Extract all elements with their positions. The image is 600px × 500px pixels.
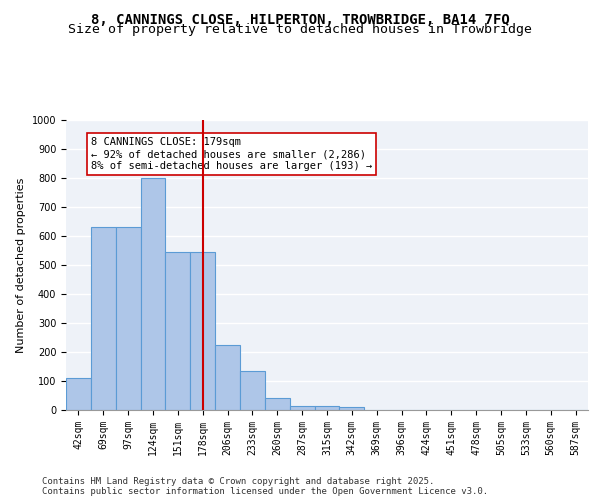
Text: 8 CANNINGS CLOSE: 179sqm
← 92% of detached houses are smaller (2,286)
8% of semi: 8 CANNINGS CLOSE: 179sqm ← 92% of detach…	[91, 138, 372, 170]
Bar	[66, 378, 91, 410]
Text: Size of property relative to detached houses in Trowbridge: Size of property relative to detached ho…	[68, 22, 532, 36]
Bar	[91, 228, 116, 410]
Bar	[340, 407, 364, 410]
Bar	[215, 345, 240, 410]
Bar	[314, 406, 340, 410]
Bar	[240, 371, 265, 410]
Bar	[140, 178, 166, 410]
Bar	[166, 252, 190, 410]
Bar	[190, 252, 215, 410]
Y-axis label: Number of detached properties: Number of detached properties	[16, 178, 26, 352]
Text: Contains public sector information licensed under the Open Government Licence v3: Contains public sector information licen…	[42, 488, 488, 496]
Text: Contains HM Land Registry data © Crown copyright and database right 2025.: Contains HM Land Registry data © Crown c…	[42, 478, 434, 486]
Text: 8, CANNINGS CLOSE, HILPERTON, TROWBRIDGE, BA14 7FQ: 8, CANNINGS CLOSE, HILPERTON, TROWBRIDGE…	[91, 12, 509, 26]
Bar	[265, 398, 290, 410]
Bar	[116, 228, 140, 410]
Bar	[290, 406, 314, 410]
